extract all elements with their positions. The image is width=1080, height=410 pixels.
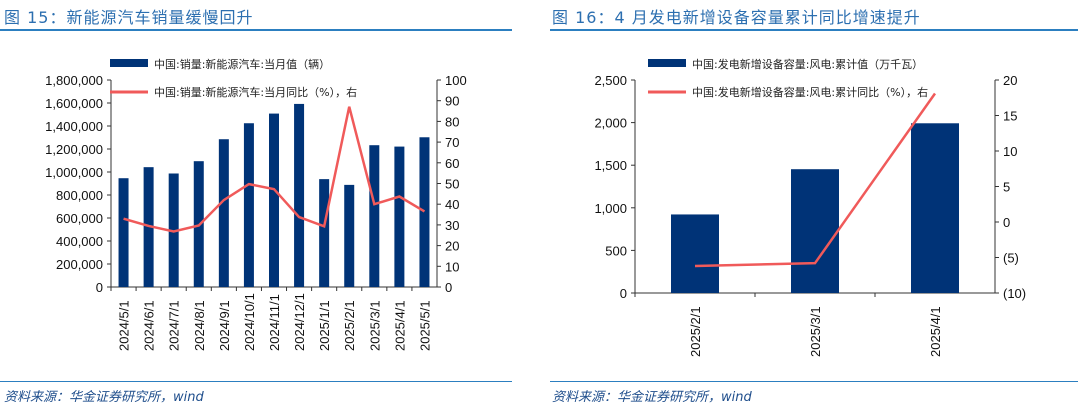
right-tick-label: 10 xyxy=(445,259,459,274)
bar xyxy=(791,169,839,293)
x-tick-label: 2024/9/1 xyxy=(217,300,232,351)
bar xyxy=(218,139,229,287)
legend-bar-label: 中国:销量:新能源汽车:当月值（辆） xyxy=(154,57,330,71)
x-tick-label: 2024/6/1 xyxy=(142,300,157,351)
left-tick-label: 800,000 xyxy=(56,188,103,203)
right-tick-label: 10 xyxy=(1003,144,1017,159)
bar xyxy=(394,146,405,287)
series-line xyxy=(694,92,937,268)
bar xyxy=(319,179,330,287)
left-tick-label: 1,800,000 xyxy=(45,73,103,88)
right-tick-label: 5 xyxy=(1003,180,1010,195)
x-tick-label: 2024/8/1 xyxy=(192,300,207,351)
x-tick-label: 2025/1/1 xyxy=(317,300,332,351)
left-tick-label: 0 xyxy=(620,286,627,301)
x-tick-label: 2025/4/1 xyxy=(392,300,407,351)
right-source: 资料来源：华金证券研究所，wind xyxy=(552,390,752,405)
bar xyxy=(344,184,355,287)
x-tick-label: 2025/3/1 xyxy=(367,300,382,351)
right-tick-label: 0 xyxy=(1003,215,1010,230)
bar xyxy=(419,137,430,287)
x-tick-label: 2024/5/1 xyxy=(117,300,132,351)
right-tick-label: (10) xyxy=(1003,286,1026,301)
series-line xyxy=(123,106,426,233)
legend-bar-swatch xyxy=(648,59,686,67)
right-chart-title: 图 16：4 月发电新增设备容量累计同比增速提升 xyxy=(552,8,921,27)
left-tick-label: 200,000 xyxy=(56,257,103,272)
left-tick-label: 2,000 xyxy=(594,116,627,131)
x-tick-label: 2025/5/1 xyxy=(417,300,432,351)
legend-bar-swatch xyxy=(110,59,148,67)
right-title-rule xyxy=(550,29,1078,31)
left-tick-label: 1,000,000 xyxy=(45,165,103,180)
bar xyxy=(294,103,305,287)
bar xyxy=(671,214,719,293)
x-tick-label: 2024/11/1 xyxy=(267,294,282,351)
right-tick-label: 15 xyxy=(1003,109,1017,124)
bar xyxy=(911,123,959,293)
left-tick-label: 1,200,000 xyxy=(45,142,103,157)
left-tick-label: 400,000 xyxy=(56,234,103,249)
left-tick-label: 1,500 xyxy=(594,158,627,173)
legend-bar-label: 中国:发电新增设备容量:风电:累计值（万千瓦） xyxy=(692,57,923,71)
x-tick-label: 2024/12/1 xyxy=(292,293,307,351)
right-tick-label: 100 xyxy=(445,73,467,88)
bar xyxy=(118,178,129,287)
legend-line-label: 中国:发电新增设备容量:风电:累计同比（%），右 xyxy=(692,85,928,99)
right-tick-label: 90 xyxy=(445,94,459,109)
x-tick-label: 2024/10/1 xyxy=(242,293,257,351)
right-tick-label: 0 xyxy=(445,280,452,295)
left-tick-label: 0 xyxy=(96,280,103,295)
bar xyxy=(369,145,380,287)
left-chart-title: 图 15：新能源汽车销量缓慢回升 xyxy=(4,8,254,27)
right-tick-label: 30 xyxy=(445,218,459,233)
right-tick-label: 20 xyxy=(1003,73,1017,88)
left-tick-label: 2,500 xyxy=(594,73,627,88)
left-source-rule xyxy=(0,381,512,382)
right-tick-label: 50 xyxy=(445,177,459,192)
left-tick-label: 600,000 xyxy=(56,211,103,226)
left-tick-label: 1,400,000 xyxy=(45,119,103,134)
x-tick-label: 2024/7/1 xyxy=(167,300,182,351)
x-tick-label: 2025/2/1 xyxy=(688,306,703,357)
bar xyxy=(269,113,279,287)
left-tick-label: 1,000 xyxy=(594,201,627,216)
right-tick-label: (5) xyxy=(1003,251,1019,266)
left-tick-label: 1,600,000 xyxy=(45,96,103,111)
left-tick-label: 500 xyxy=(605,243,627,258)
left-title-rule xyxy=(0,29,512,31)
x-tick-label: 2025/3/1 xyxy=(808,306,823,357)
legend-line-label: 中国:销量:新能源汽车:当月同比（%），右 xyxy=(154,85,357,99)
right-tick-label: 60 xyxy=(445,156,459,171)
bar xyxy=(243,123,254,288)
x-tick-label: 2025/4/1 xyxy=(928,306,943,357)
right-tick-label: 40 xyxy=(445,197,459,212)
right-tick-label: 20 xyxy=(445,239,459,254)
left-source: 资料来源：华金证券研究所，wind xyxy=(4,390,204,405)
x-tick-label: 2025/2/1 xyxy=(342,300,357,351)
right-source-rule xyxy=(550,381,1078,382)
right-tick-label: 70 xyxy=(445,135,459,150)
right-tick-label: 80 xyxy=(445,114,459,129)
